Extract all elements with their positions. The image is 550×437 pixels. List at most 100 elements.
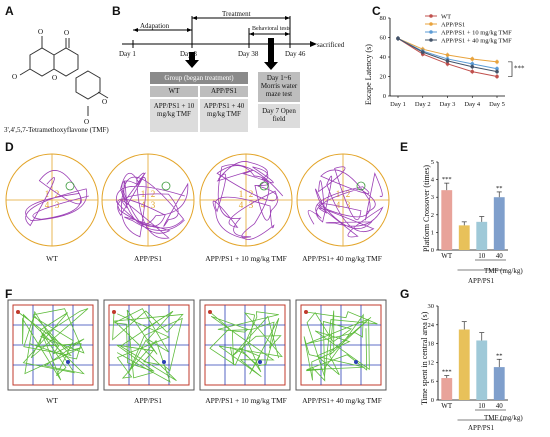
chart-c-point [495,66,499,71]
group-app: APP/PS1 [200,86,248,97]
chart-c-point [445,62,450,66]
maze-platform [161,181,171,191]
field-caption-app: APP/PS1 [134,396,162,405]
field-caption-wt: WT [46,396,58,405]
maze-quadrant-label: 1 [239,189,244,199]
field-caption-tmf40: APP/PS1+ 40 mg/kg TMF [302,396,382,405]
maze-quadrant-label: 3 [346,200,351,210]
field-end-marker [162,360,166,364]
chart-c-point [470,64,475,69]
tmf-structure-drawing: O O O O O O [12,28,109,126]
chart-c-point [420,50,425,54]
maze-quadrant-label: 2 [346,189,351,199]
timeline-treatment: Treatment [222,10,251,18]
chart-c-point [495,69,499,74]
chart-c-legend-marker [429,38,433,42]
field-outer-frame [199,299,291,391]
chart-e-annotation: ** [496,185,503,192]
chart-e-xtick-label: 40 [496,252,504,260]
field-start-marker [208,310,212,314]
chart-c-point [470,69,475,74]
chart-g-ytick-label: 12 [428,359,435,366]
maze-caption-tmf40: APP/PS1+ 40 mg/kg TMF [302,254,382,263]
field-start-marker [16,310,20,314]
chart-c-sig-label: *** [514,65,525,73]
chart-e-group-sub: APP/PS1 [468,277,495,285]
chart-g-annotation: ** [496,352,503,359]
chart-g-xtick-label: WT [441,402,453,410]
chart-c-legend-label: APP/PS1 [441,22,465,29]
field-start-marker [304,310,308,314]
chart-c-point [470,62,475,66]
maze-quadrant-label: 1 [45,189,50,199]
chart-e-ytick-label: 5 [431,159,434,166]
maze-quadrant-label: 3 [151,200,156,210]
chart-c-point [445,59,450,63]
chart-e-ytick-label: 0 [431,247,434,254]
chart-c-legend-label: APP/PS1 + 40 mg/kg TMF [441,38,512,45]
maze-caption-app: APP/PS1 [134,254,162,263]
chart-c-legend-marker [429,14,433,18]
maze-platform [259,181,269,191]
chart-c-xtick-label: Day 5 [489,101,505,108]
group-table-header: Group (began treatment) [150,72,248,84]
chart-g-annotation: *** [442,369,452,376]
test-mwm: Day 1~6 Morris water maze test [258,72,300,102]
field-movement-path [17,308,89,381]
group-wt: WT [150,86,198,97]
chart-c-point [470,57,475,61]
svg-text:O: O [38,28,43,36]
maze-quadrant-label: 2 [55,189,60,199]
chart-g-ytick-label: 0 [431,397,434,404]
maze-swim-path [307,166,384,238]
chart-e-bar [458,225,470,250]
chart-c-point [495,74,499,79]
maze-quadrant-label: 4 [239,200,244,210]
chart-g-bar [441,378,453,400]
panel-label-e: E [400,140,409,154]
maze-swim-path [116,172,189,239]
svg-text:O: O [12,73,17,81]
timeline-sacrificed: sacrificed [317,41,345,49]
timeline-day-46: Day 46 [285,50,306,58]
chart-g-bar [458,329,470,400]
maze-caption-wt: WT [46,254,58,263]
chart-c-ytick-label: 40 [380,54,387,61]
timeline-day-1: Day 1 [119,50,136,58]
chart-g-bar [476,340,488,400]
chart-c-point [396,36,400,41]
chart-e-xtick-label: 10 [478,252,486,260]
chart-c-ytick-label: 20 [380,74,387,81]
chart-c-xtick-label: Day 3 [440,101,456,108]
chart-c-legend-label: WT [441,14,451,21]
maze-quadrant-label: 3 [249,200,254,210]
platform-crossover-chart: 0 1 2 3 4 5 *** WT 10 ** 40 [431,159,508,271]
group-tmf-10: APP/PS1 + 10 mg/kg TMF [150,99,198,132]
group-tmf-40: APP/PS1 + 40 mg/kg TMF [200,99,248,132]
svg-text:O: O [52,74,57,82]
maze-quadrant-label: 1 [141,189,146,199]
chart-g-ylabel: Time spent in central area (s) [420,311,429,405]
chart-e-ytick-label: 2 [431,212,434,219]
field-outer-frame [7,299,99,391]
chart-e-ytick-label: 3 [431,194,434,201]
timeline-day-8: Day 8 [180,50,197,58]
test-open-field: Day 7 Open field [258,104,300,128]
maze-quadrant-label: 1 [336,189,341,199]
chart-g-xtick-label: 40 [496,402,504,410]
chart-g-ytick-label: 24 [428,322,435,329]
chart-e-group-label: TMF (mg/kg) [484,267,523,275]
maze-platform [65,181,75,191]
svg-text:O: O [102,98,107,106]
panel-label-a: A [5,4,14,18]
chart-g-group-label: TMF (mg/kg) [484,414,523,422]
field-end-marker [258,360,262,364]
panel-label-f: F [5,287,13,301]
chart-e-ytick-label: 4 [431,177,435,184]
timeline-diagram [122,16,317,70]
chart-e-ytick-label: 1 [431,229,434,236]
chart-c-ytick-label: 60 [380,35,387,42]
